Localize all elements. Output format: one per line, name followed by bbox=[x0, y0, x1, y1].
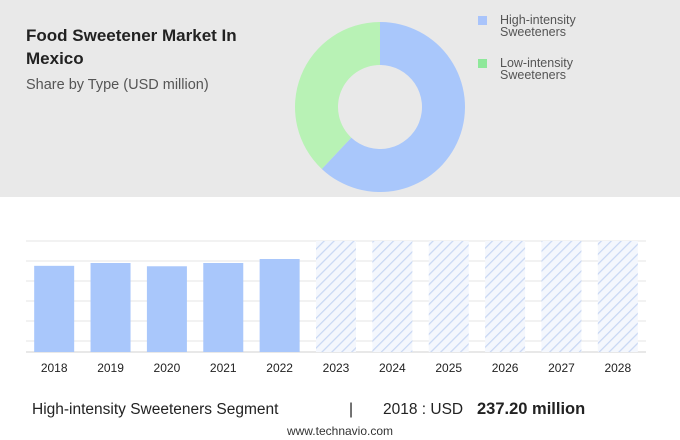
forecast-bar bbox=[372, 241, 413, 352]
donut-slice bbox=[321, 22, 466, 192]
forecast-bar bbox=[597, 241, 638, 352]
x-tick-label: 2019 bbox=[97, 361, 124, 375]
x-tick-label: 2020 bbox=[154, 361, 181, 375]
x-tick-label: 2024 bbox=[379, 361, 406, 375]
bar bbox=[203, 262, 244, 352]
x-tick-label: 2026 bbox=[492, 361, 519, 375]
footer-divider: | bbox=[349, 401, 354, 418]
forecast-bar bbox=[428, 241, 469, 352]
x-tick-label: 2023 bbox=[323, 361, 350, 375]
donut bbox=[295, 22, 466, 192]
footer-site: www.technavio.com bbox=[286, 424, 394, 438]
bar bbox=[259, 259, 300, 352]
legend-label: Low-intensity Sweeteners bbox=[500, 56, 573, 82]
bar bbox=[90, 262, 131, 352]
legend-label: High-intensity Sweeteners bbox=[500, 13, 576, 39]
chart-subtitle: Share by Type (USD million) bbox=[26, 77, 209, 93]
forecast-bar bbox=[316, 241, 356, 352]
x-tick-label: 2021 bbox=[210, 361, 237, 375]
legend-swatch bbox=[478, 59, 487, 68]
donut-slice bbox=[295, 22, 380, 169]
x-tick-label: 2025 bbox=[435, 361, 462, 375]
x-tick-label: 2022 bbox=[266, 361, 293, 375]
bar bbox=[34, 265, 75, 352]
footer-year: 2018 : USD bbox=[383, 401, 464, 418]
footer-segment: High-intensity Sweeteners Segment bbox=[32, 401, 279, 418]
x-tick-label: 2027 bbox=[548, 361, 575, 375]
chart-title: Food Sweetener Market In Mexico bbox=[26, 26, 237, 68]
legend-swatch bbox=[478, 16, 487, 25]
forecast-bar bbox=[485, 241, 526, 352]
legend-item: Low-intensity Sweeteners bbox=[478, 57, 588, 81]
x-tick-label: 2028 bbox=[604, 361, 631, 375]
x-tick-label: 2018 bbox=[41, 361, 68, 375]
legend-item: High-intensity Sweeteners bbox=[478, 14, 588, 38]
forecast-bar bbox=[541, 241, 582, 352]
footer-value: 237.20 million bbox=[477, 400, 586, 418]
bar-chart: 2018 2019 2020 2021 2022 2023 2024 2025 2026 2027… bbox=[26, 240, 646, 375]
bar bbox=[146, 266, 187, 352]
